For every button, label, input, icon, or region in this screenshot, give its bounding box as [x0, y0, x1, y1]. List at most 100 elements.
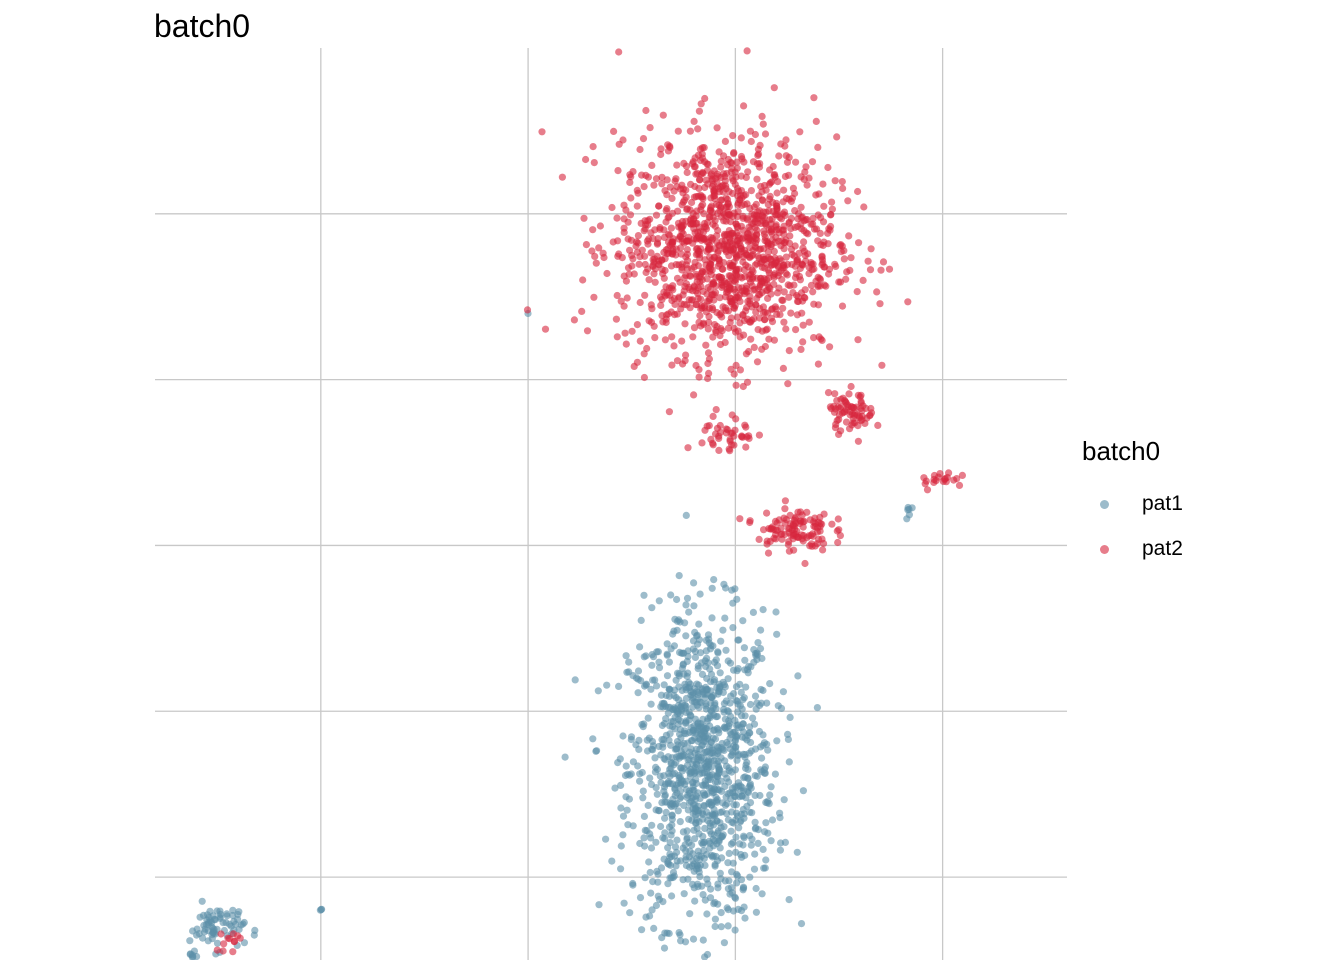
point-pat2 — [668, 296, 676, 305]
point-pat2 — [850, 411, 858, 419]
point-pat1 — [741, 656, 749, 664]
point-pat1 — [634, 762, 642, 770]
point-pat2 — [784, 541, 793, 549]
legend-title: batch0 — [1082, 436, 1161, 466]
point-pat2 — [790, 252, 798, 260]
point-pat2 — [852, 403, 861, 411]
point-pat1 — [668, 892, 676, 900]
point-pat1 — [644, 801, 652, 810]
point-pat2 — [590, 293, 598, 301]
point-pat2 — [756, 305, 764, 313]
point-pat2 — [810, 300, 818, 308]
point-pat1 — [594, 687, 602, 695]
point-pat1 — [625, 668, 633, 676]
point-pat2 — [698, 154, 707, 162]
point-pat1 — [647, 844, 656, 852]
point-pat1 — [203, 911, 211, 919]
point-pat1 — [706, 894, 715, 902]
point-pat1 — [685, 608, 693, 616]
point-pat1 — [700, 838, 708, 847]
point-pat1 — [757, 685, 765, 694]
point-pat2 — [646, 124, 654, 132]
point-pat1 — [213, 939, 222, 947]
point-pat2 — [812, 191, 820, 199]
point-pat2 — [683, 205, 692, 213]
point-pat1 — [657, 691, 666, 699]
point-pat2 — [704, 246, 713, 254]
point-pat2 — [805, 174, 813, 182]
point-pat1 — [746, 873, 754, 881]
point-pat2 — [732, 251, 741, 259]
point-pat2 — [648, 161, 656, 169]
point-pat2 — [711, 430, 720, 438]
point-pat2 — [633, 186, 641, 194]
point-pat2 — [747, 270, 755, 278]
point-pat1 — [732, 833, 740, 841]
point-pat1 — [193, 925, 201, 933]
point-pat2 — [789, 289, 797, 297]
point-pat1 — [240, 939, 248, 947]
point-pat2 — [675, 293, 683, 301]
point-pat1 — [666, 874, 674, 882]
point-pat2 — [620, 302, 628, 310]
point-pat2 — [541, 325, 550, 333]
point-pat2 — [678, 337, 686, 345]
point-pat2 — [729, 189, 737, 198]
point-pat2 — [801, 559, 809, 568]
point-pat1 — [732, 736, 740, 744]
point-pat1 — [641, 874, 649, 882]
point-pat2 — [702, 341, 710, 349]
point-pat2 — [588, 247, 596, 255]
point-pat1 — [193, 931, 201, 939]
point-pat1 — [741, 734, 749, 742]
point-pat1 — [615, 682, 623, 691]
point-pat2 — [715, 188, 724, 196]
point-pat1 — [680, 801, 688, 810]
point-pat1 — [708, 693, 716, 702]
point-pat2 — [660, 274, 668, 282]
point-pat1 — [687, 752, 695, 760]
point-pat1 — [737, 688, 745, 697]
point-pat2 — [728, 262, 736, 270]
point-pat2 — [878, 361, 886, 369]
point-pat1 — [736, 840, 744, 848]
point-pat1 — [665, 769, 673, 777]
point-pat1 — [734, 872, 742, 880]
point-pat1 — [691, 653, 700, 662]
point-pat2 — [794, 222, 802, 231]
point-pat1 — [629, 822, 637, 830]
point-pat1 — [703, 875, 711, 883]
point-pat2 — [727, 237, 735, 245]
point-pat1 — [648, 661, 656, 669]
point-pat1 — [712, 793, 720, 802]
point-pat2 — [774, 263, 783, 271]
point-pat2 — [645, 276, 653, 284]
point-pat1 — [188, 953, 197, 960]
point-pat2 — [732, 288, 740, 296]
point-pat2 — [751, 130, 760, 139]
point-pat1 — [689, 935, 698, 943]
point-pat2 — [765, 274, 773, 282]
point-pat1 — [647, 889, 655, 897]
point-pat2 — [701, 94, 709, 103]
point-pat2 — [779, 296, 787, 304]
point-pat1 — [708, 746, 717, 754]
point-pat1 — [640, 720, 648, 728]
point-pat2 — [663, 205, 671, 213]
point-pat1 — [652, 901, 661, 910]
point-pat2 — [695, 366, 703, 374]
point-pat2 — [805, 263, 813, 271]
point-pat1 — [904, 503, 912, 512]
point-pat2 — [780, 288, 788, 296]
point-pat2 — [623, 294, 631, 302]
point-pat1 — [724, 657, 732, 665]
point-pat2 — [647, 229, 655, 237]
point-pat2 — [761, 316, 769, 324]
point-pat2 — [754, 252, 762, 260]
point-pat1 — [682, 718, 690, 727]
point-pat2 — [706, 253, 714, 261]
point-pat2 — [717, 325, 725, 333]
point-pat2 — [697, 273, 705, 281]
point-pat1 — [742, 764, 750, 772]
point-pat1 — [250, 931, 258, 939]
